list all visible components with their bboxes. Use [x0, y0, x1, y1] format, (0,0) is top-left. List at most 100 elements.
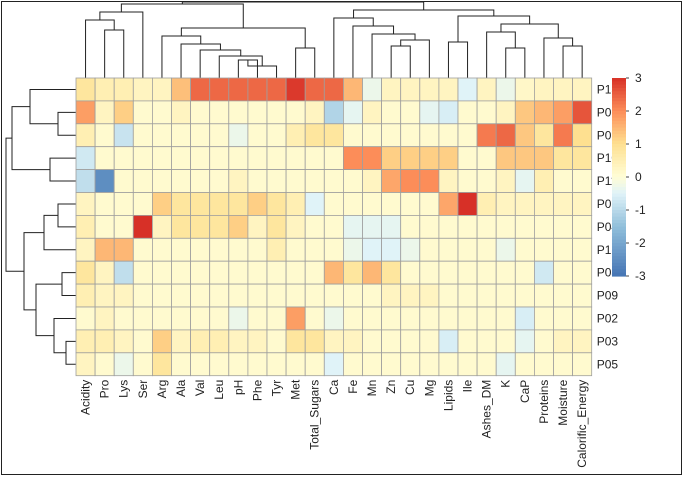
heatmap-cell	[94, 306, 115, 331]
heatmap-cell	[534, 237, 554, 262]
legend-gradient-step	[612, 144, 626, 148]
heatmap-cell	[285, 100, 306, 125]
heatmap-cell	[476, 306, 497, 331]
heatmap-cell	[209, 283, 230, 308]
heatmap-cell	[75, 283, 96, 308]
heatmap-cell	[113, 123, 134, 148]
legend-gradient-step	[612, 87, 626, 92]
heatmap-cell	[534, 329, 554, 354]
heatmap-cell	[151, 100, 172, 125]
heatmap-cell	[476, 169, 497, 193]
heatmap-cell	[400, 306, 421, 331]
heatmap-cell	[514, 306, 535, 331]
heatmap-cell	[400, 192, 421, 216]
heatmap-cell	[572, 329, 593, 354]
heatmap-cell	[247, 260, 268, 285]
heatmap-cell	[285, 146, 306, 170]
dendrogram-branch	[199, 49, 242, 78]
heatmap-cell	[209, 352, 230, 377]
heatmap-cell	[362, 260, 383, 285]
heatmap-cell	[75, 352, 96, 377]
heatmap-cell	[362, 329, 383, 354]
heatmap-cell	[132, 306, 153, 331]
heatmap-cell	[457, 169, 478, 193]
heatmap-cell	[94, 283, 115, 308]
heatmap-cell	[171, 283, 192, 308]
heatmap-cell	[381, 306, 402, 331]
heatmap-cell	[75, 77, 96, 102]
legend-tick-label: 1	[635, 137, 642, 151]
heatmap-cell	[247, 214, 268, 239]
legend-gradient-step	[612, 203, 626, 208]
legend-gradient-step	[612, 81, 626, 86]
heatmap-cell	[75, 100, 96, 125]
heatmap-cell	[553, 306, 574, 331]
row-dendrogram	[5, 88, 76, 365]
heatmap-cell	[438, 146, 459, 170]
dendrogram-branch	[120, 3, 244, 28]
heatmap-cell	[572, 169, 593, 193]
heatmap-cell	[534, 352, 554, 377]
dendrogram-branch	[57, 203, 76, 228]
legend-gradient-step	[612, 269, 626, 274]
heatmap-cell	[209, 146, 230, 170]
heatmap-cell	[400, 283, 421, 308]
heatmap-cell	[190, 260, 211, 285]
heatmap-cell	[514, 260, 535, 285]
heatmap-cell	[228, 352, 249, 377]
heatmap-cell	[171, 77, 192, 102]
heatmap-cell	[534, 306, 554, 331]
heatmap-cell	[266, 192, 287, 216]
legend-gradient-step	[612, 216, 626, 221]
heatmap-cell	[323, 169, 344, 193]
heatmap-cell	[438, 352, 459, 377]
heatmap-cell	[113, 283, 134, 308]
heatmap-cell	[419, 169, 440, 193]
heatmap-cell	[457, 100, 478, 125]
heatmap-cell	[151, 237, 172, 262]
dendrogram-branch	[53, 317, 76, 354]
heatmap-cell	[362, 192, 383, 216]
legend-gradient-step	[612, 196, 626, 201]
heatmap-cell	[132, 283, 153, 308]
dendrogram-branch	[218, 55, 263, 78]
heatmap-cell	[190, 100, 211, 125]
column-label: K	[499, 380, 513, 388]
heatmap-cell	[495, 77, 516, 102]
heatmap-cell	[342, 77, 363, 102]
legend-gradient-step	[612, 107, 626, 112]
heatmap-cell	[190, 352, 211, 377]
dendrogram-branch	[457, 15, 531, 42]
heatmap-cell	[553, 283, 574, 308]
legend-gradient-step	[612, 91, 626, 96]
heatmap-cell	[151, 260, 172, 285]
column-label: Ser	[136, 380, 150, 399]
color-legend: 3 2 1 0 -1 -2 -3	[612, 71, 646, 283]
dendrogram-branch	[371, 33, 416, 78]
heatmap-cell	[342, 100, 363, 125]
heatmap-cell	[190, 329, 211, 354]
column-label: Calorific_Energy	[575, 380, 589, 468]
dendrogram-branch	[99, 11, 144, 78]
column-label: Arg	[155, 380, 169, 399]
heatmap-cell	[151, 192, 172, 216]
legend-gradient-step	[612, 183, 626, 188]
heatmap-cell	[553, 123, 574, 148]
heatmap-cell	[495, 169, 516, 193]
heatmap-cell	[228, 260, 249, 285]
heatmap-cell	[171, 146, 192, 170]
legend-gradient-step	[612, 97, 626, 102]
heatmap-cell	[209, 77, 230, 102]
heatmap-cell	[228, 123, 249, 148]
heatmap-cell	[553, 77, 574, 102]
heatmap-cell	[400, 237, 421, 262]
heatmap-cell	[323, 77, 344, 102]
row-label: P03	[597, 334, 619, 348]
heatmap-cell	[94, 100, 115, 125]
column-label: CaP	[518, 380, 532, 403]
heatmap-cell	[151, 283, 172, 308]
heatmap-cell	[266, 77, 287, 102]
heatmap-cell	[419, 329, 440, 354]
heatmap-cell	[304, 214, 325, 239]
